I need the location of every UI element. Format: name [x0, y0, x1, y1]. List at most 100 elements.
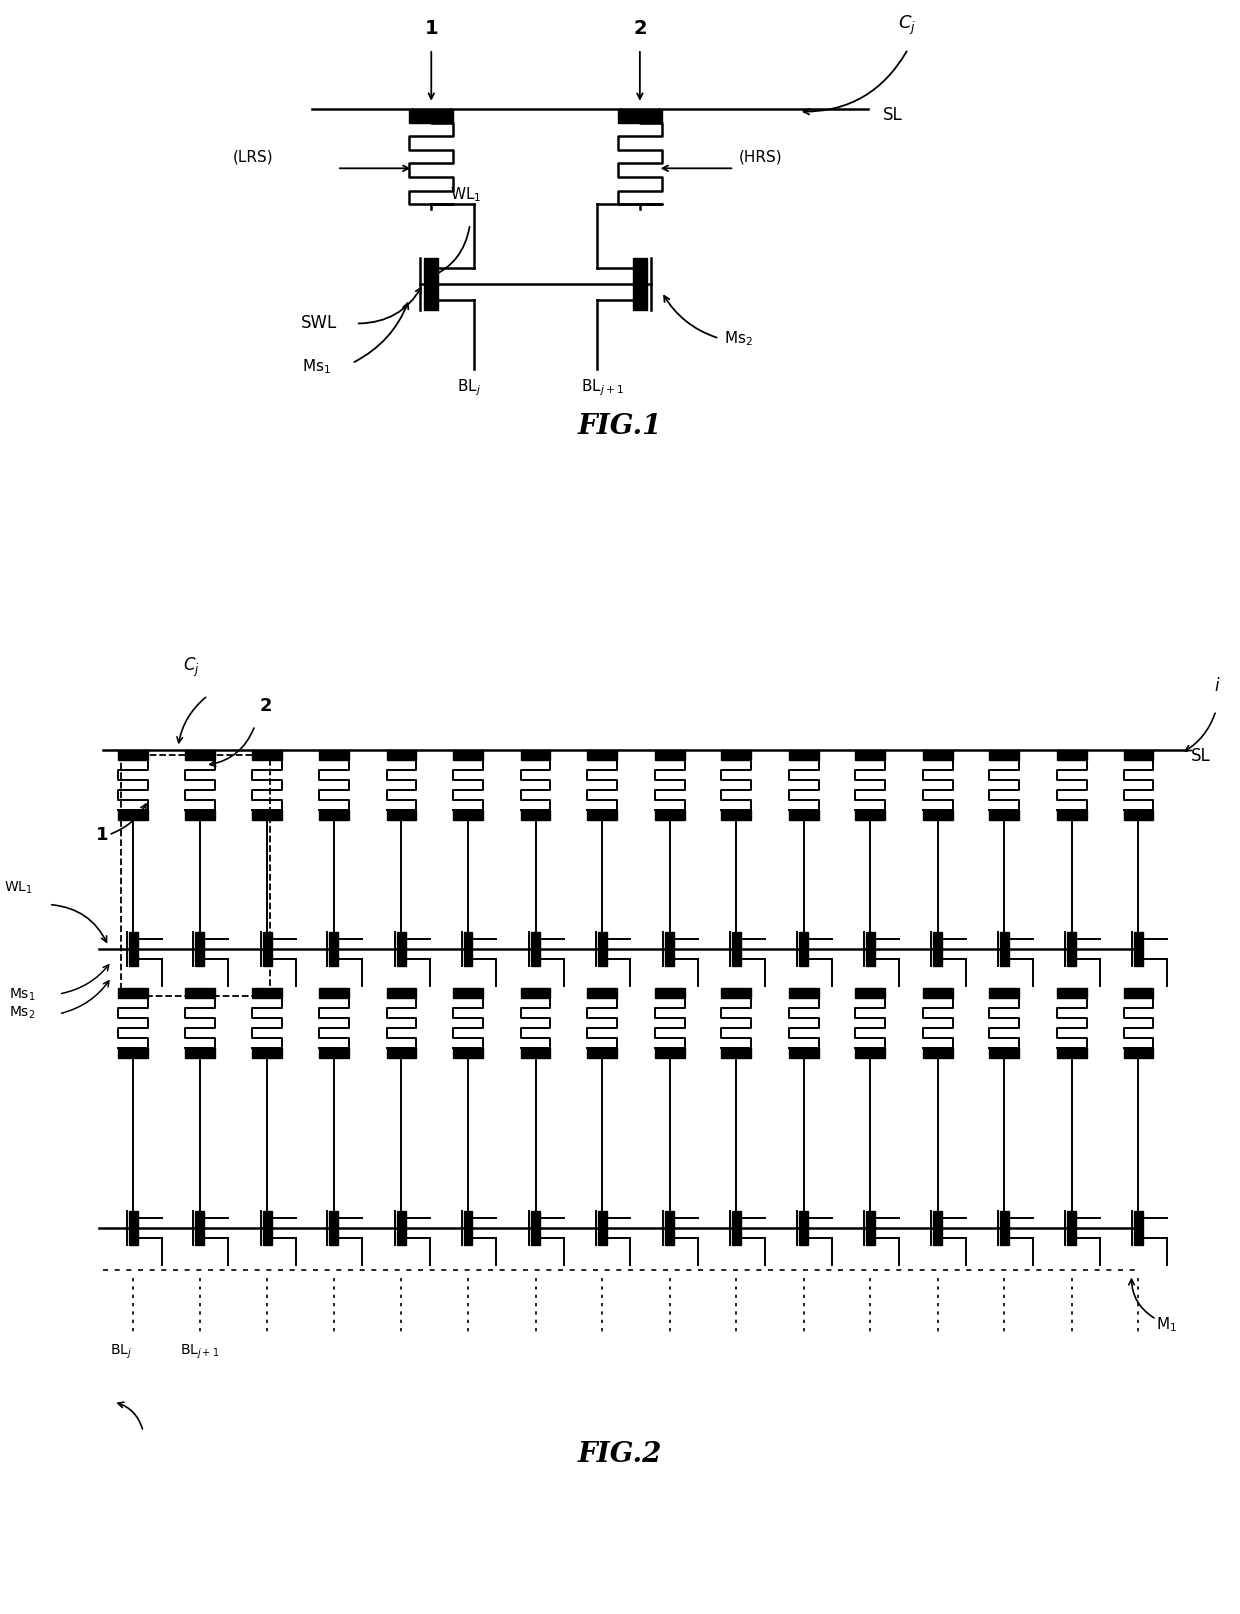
Bar [722, 988, 751, 997]
Bar [253, 988, 283, 997]
Bar [990, 1047, 1019, 1057]
Bar [397, 1210, 405, 1244]
Bar [409, 108, 453, 123]
Bar [196, 933, 205, 967]
Bar [1135, 933, 1143, 967]
Text: Ms$_2$: Ms$_2$ [724, 329, 753, 349]
Bar [521, 988, 551, 997]
Text: M$_1$: M$_1$ [1157, 1315, 1178, 1335]
Bar [632, 258, 647, 310]
Bar [397, 933, 405, 967]
Bar [934, 1210, 942, 1244]
Bar [129, 933, 138, 967]
Bar [453, 988, 482, 997]
Bar [118, 810, 149, 820]
Bar [990, 988, 1019, 997]
Bar [789, 1047, 818, 1057]
Bar [655, 751, 684, 760]
Bar [598, 1210, 606, 1244]
Bar [722, 1047, 751, 1057]
Bar [253, 1047, 283, 1057]
Bar [800, 933, 808, 967]
Bar [1135, 1210, 1143, 1244]
Bar [655, 810, 684, 820]
Bar [856, 988, 885, 997]
Bar [521, 810, 551, 820]
Bar [856, 751, 885, 760]
Bar [453, 751, 482, 760]
Bar [1056, 988, 1086, 997]
Bar [923, 810, 952, 820]
Bar [999, 933, 1009, 967]
Text: BL$_{j+1}$: BL$_{j+1}$ [180, 1343, 219, 1361]
Bar [934, 933, 942, 967]
Bar [185, 810, 215, 820]
Bar [319, 751, 348, 760]
Bar [588, 810, 618, 820]
Bar [263, 933, 272, 967]
Bar [999, 1210, 1009, 1244]
Bar [185, 1047, 215, 1057]
Text: BL$_j$: BL$_j$ [458, 378, 481, 399]
Bar [789, 988, 818, 997]
Bar [856, 1047, 885, 1057]
Bar [196, 1210, 205, 1244]
Bar [464, 933, 472, 967]
Text: $C_j$: $C_j$ [184, 655, 200, 679]
Bar [856, 810, 885, 820]
Bar [387, 751, 417, 760]
Bar [253, 751, 283, 760]
Bar [118, 1047, 149, 1057]
Bar [464, 1210, 472, 1244]
Bar [665, 933, 675, 967]
Bar [1068, 933, 1076, 967]
Bar [185, 988, 215, 997]
Text: (LRS): (LRS) [233, 150, 273, 165]
Bar [453, 810, 482, 820]
Bar [588, 988, 618, 997]
Bar [319, 988, 348, 997]
Bar [588, 751, 618, 760]
Bar [732, 933, 740, 967]
Bar [990, 810, 1019, 820]
Bar [655, 1047, 684, 1057]
Bar [521, 1047, 551, 1057]
Bar [1056, 810, 1086, 820]
Bar [923, 751, 952, 760]
Bar [129, 1210, 138, 1244]
Text: BL$_j$: BL$_j$ [110, 1343, 133, 1361]
Bar [1056, 1047, 1086, 1057]
Text: SL: SL [883, 105, 903, 124]
Bar [330, 933, 339, 967]
Bar [122, 755, 270, 996]
Text: $C_j$: $C_j$ [898, 15, 916, 37]
Bar [263, 1210, 272, 1244]
Text: WL$_1$: WL$_1$ [4, 880, 33, 896]
Bar [118, 988, 149, 997]
Bar [387, 810, 417, 820]
Bar [655, 988, 684, 997]
Bar [665, 1210, 675, 1244]
Bar [866, 1210, 874, 1244]
Text: 2: 2 [634, 19, 647, 39]
Bar [521, 751, 551, 760]
Text: (HRS): (HRS) [739, 150, 782, 165]
Bar [923, 1047, 952, 1057]
Text: 2: 2 [260, 697, 273, 715]
Bar [424, 258, 438, 310]
Bar [1056, 751, 1086, 760]
Text: Ms$_2$: Ms$_2$ [9, 1006, 36, 1022]
Text: FIG.2: FIG.2 [578, 1441, 662, 1467]
Bar [618, 108, 662, 123]
Bar [598, 933, 606, 967]
Bar [789, 751, 818, 760]
Text: 1: 1 [95, 826, 108, 844]
Bar [118, 751, 149, 760]
Bar [387, 988, 417, 997]
Bar [722, 810, 751, 820]
Bar [319, 810, 348, 820]
Bar [1123, 751, 1153, 760]
Bar [531, 1210, 541, 1244]
Bar [800, 1210, 808, 1244]
Text: SL: SL [1192, 747, 1211, 765]
